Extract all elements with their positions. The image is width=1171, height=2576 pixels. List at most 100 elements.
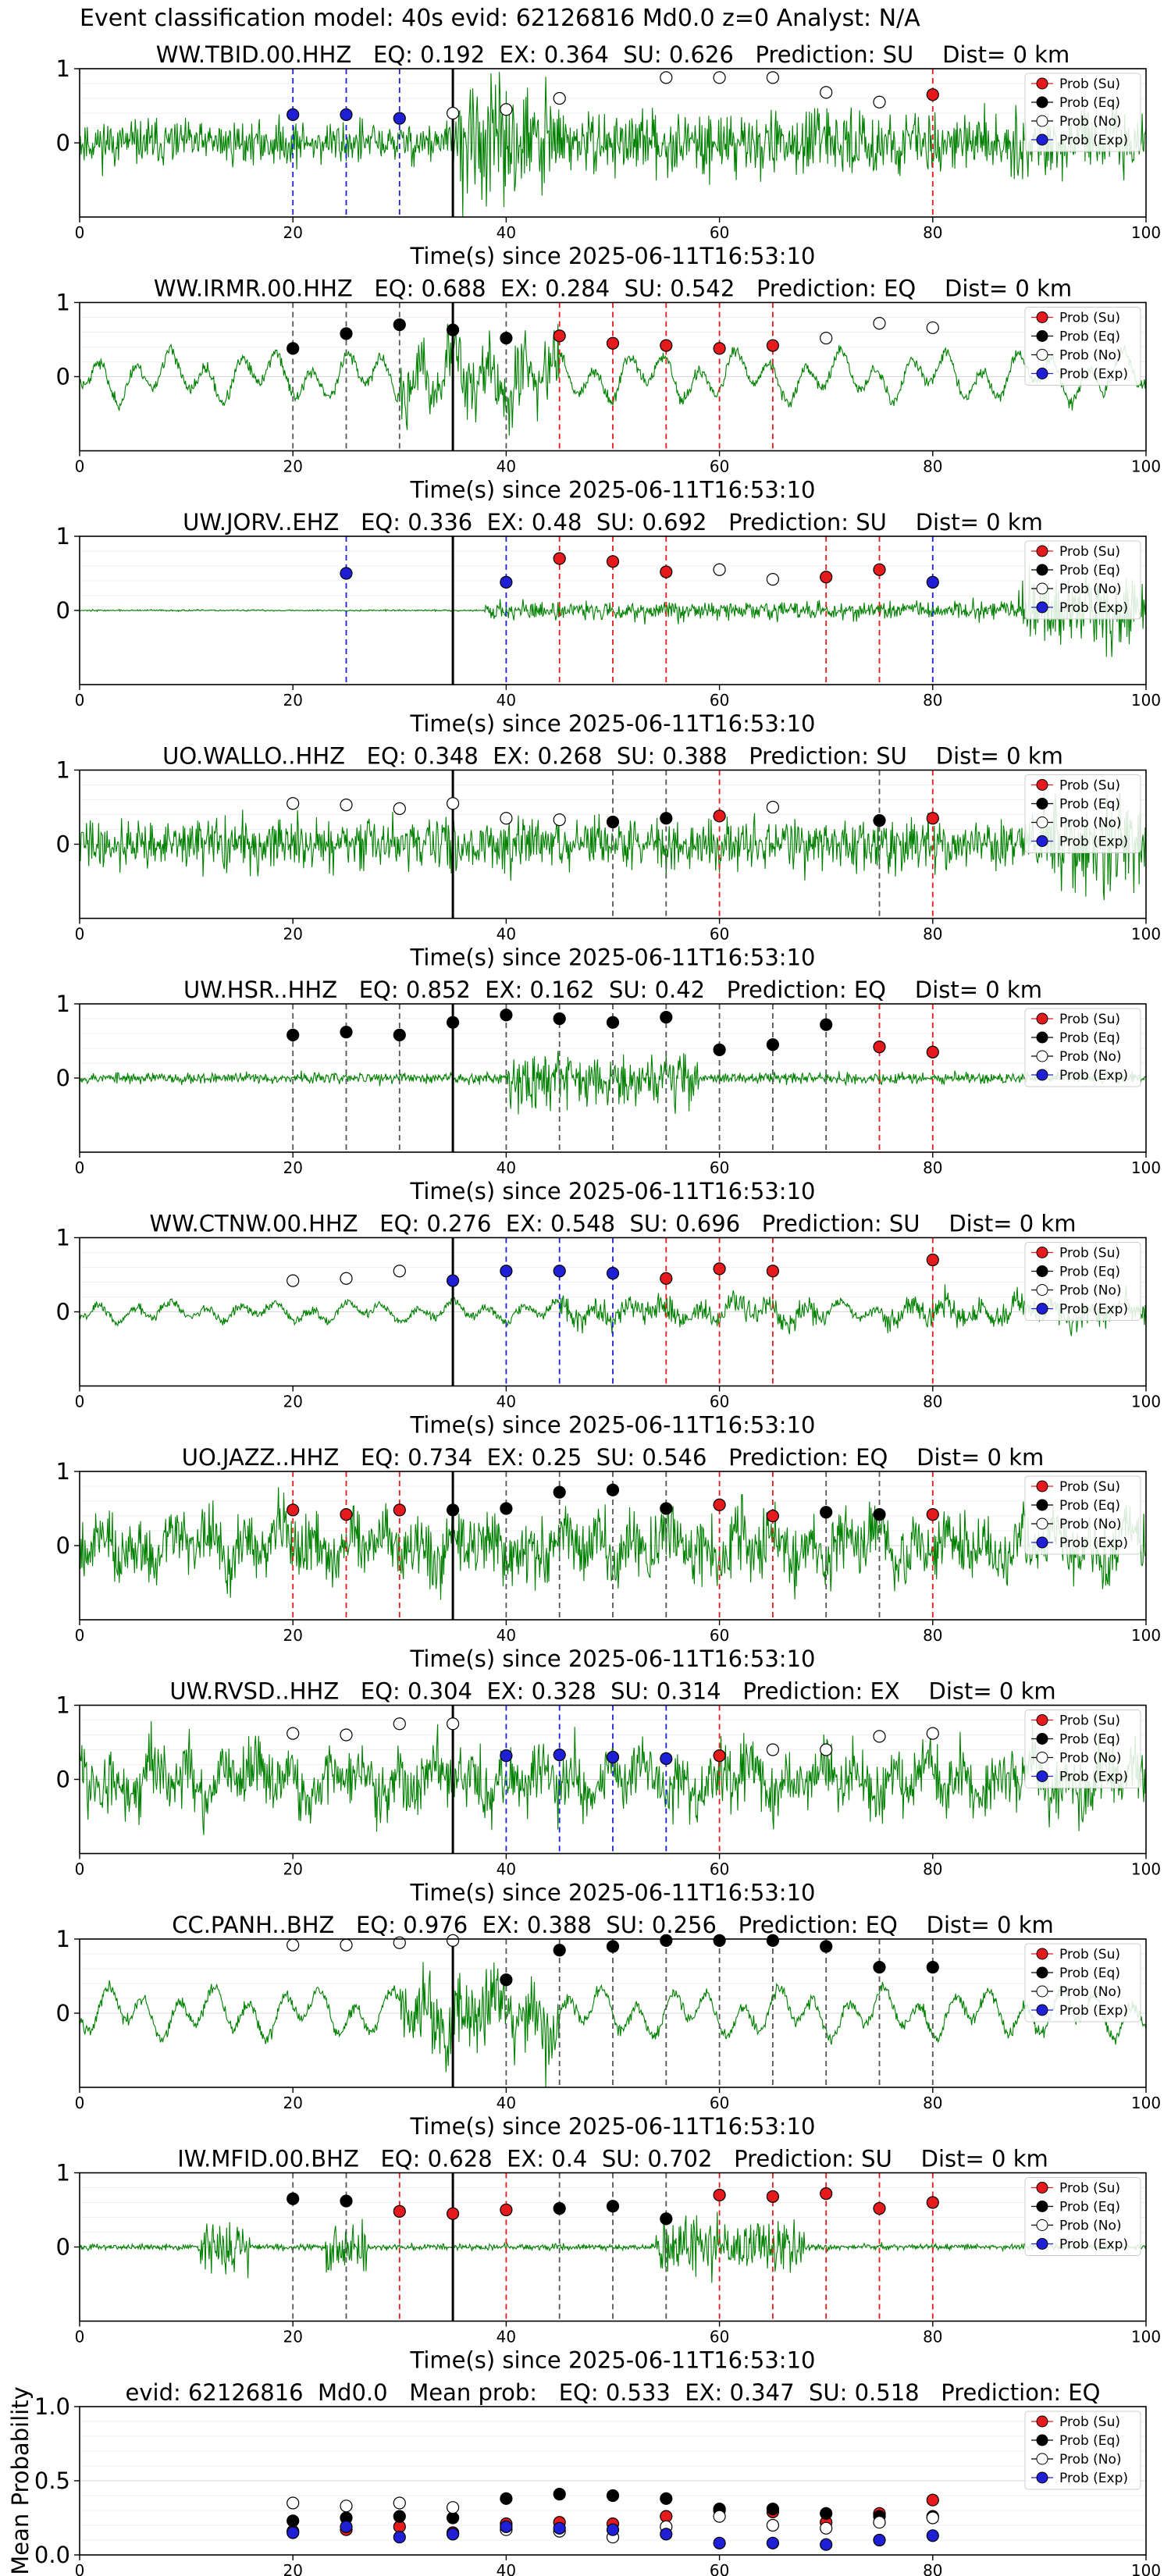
legend-marker-su (1036, 2182, 1048, 2194)
x-tick-label: 80 (923, 223, 942, 242)
y-tick-label: 0 (56, 831, 70, 858)
legend-label-exp: Prob (Exp) (1059, 2471, 1128, 2486)
prob-point-su (926, 2196, 939, 2209)
prob-point-su (820, 571, 833, 584)
prob-point-no (660, 71, 673, 84)
prob-point-eq (660, 1010, 673, 1024)
x-tick-label: 0 (75, 1860, 85, 1879)
prob-point-no (500, 103, 513, 116)
legend-label-no: Prob (No) (1059, 816, 1122, 831)
legend: Prob (Su) Prob (Eq) Prob (No) Prob (Exp) (1024, 540, 1141, 620)
legend-marker-eq (1036, 1265, 1048, 1277)
legend-marker-no (1036, 582, 1048, 595)
prob-point-eq (553, 1012, 566, 1026)
x-tick-label: 40 (497, 223, 516, 242)
mean-point-eq (393, 2510, 406, 2523)
y-tick-label: 1 (56, 290, 70, 316)
legend-label-eq: Prob (Eq) (1059, 329, 1120, 345)
mean-point-eq (766, 2503, 780, 2516)
mean-point-eq (820, 2507, 833, 2520)
prob-point-su (340, 1507, 353, 1521)
panel-title: UW.JORV..EHZ EQ: 0.336 EX: 0.48 SU: 0.69… (183, 509, 1043, 535)
prob-point-no (287, 1938, 300, 1952)
legend-label-exp: Prob (Exp) (1059, 1535, 1128, 1551)
y-tick-label: 1 (56, 1926, 70, 1952)
x-tick-label: 40 (497, 1860, 516, 1879)
x-tick-label: 80 (923, 2561, 942, 2576)
legend-marker-exp (1036, 1770, 1048, 1782)
x-tick-label: 40 (497, 1158, 516, 1177)
x-tick-label: 60 (710, 2328, 729, 2347)
panel-title: WW.IRMR.00.HHZ EQ: 0.688 EX: 0.284 SU: 0… (154, 276, 1072, 302)
x-tick-label: 40 (497, 2094, 516, 2112)
prob-point-eq (446, 1503, 460, 1517)
prob-point-eq (340, 1025, 353, 1039)
prob-point-eq (553, 1944, 566, 1957)
mean-point-exp (340, 2520, 353, 2533)
y-tick-label: 0 (56, 130, 70, 156)
station-panel-6: 0 20 40 60 80 100 0 1 WW.CTNW.00.HHZ EQ: 0.276 E… (56, 1211, 1162, 1439)
mean-point-exp (446, 2528, 460, 2541)
legend-label-eq: Prob (Eq) (1059, 2200, 1120, 2215)
x-tick-label: 60 (710, 691, 729, 710)
mean-point-eq (287, 2514, 300, 2528)
legend-marker-exp (1036, 601, 1048, 614)
x-tick-label: 80 (923, 1158, 942, 1177)
prob-point-su (393, 1503, 406, 1517)
legend-marker-eq (1036, 330, 1048, 342)
seismogram-trace (80, 565, 1146, 657)
prob-point-exp (287, 108, 300, 121)
legend-marker-su (1036, 1012, 1048, 1025)
prob-point-eq (606, 1483, 620, 1496)
legend-label-no: Prob (No) (1059, 1984, 1122, 2000)
x-axis-label: Time(s) since 2025-06-11T16:53:10 (410, 1880, 816, 1906)
prob-point-su (766, 339, 780, 352)
legend-marker-eq (1036, 1031, 1048, 1044)
prob-point-su (766, 2190, 780, 2203)
x-axis-label: Time(s) since 2025-06-11T16:53:10 (410, 710, 816, 737)
legend-frame (1024, 73, 1141, 152)
x-tick-label: 0 (75, 2561, 85, 2576)
legend-label-su: Prob (Su) (1059, 778, 1120, 794)
legend-label-exp: Prob (Exp) (1059, 1770, 1128, 1785)
x-tick-label: 100 (1131, 691, 1161, 710)
x-tick-label: 80 (923, 1626, 942, 1645)
prob-point-su (713, 2188, 726, 2202)
legend-marker-su (1036, 2415, 1048, 2428)
x-tick-label: 0 (75, 2328, 85, 2347)
x-tick-label: 100 (1131, 2094, 1161, 2112)
legend-marker-eq (1036, 1966, 1048, 1979)
x-tick-label: 20 (283, 925, 302, 944)
station-panel-1: 0 20 40 60 80 100 0 1 WW.TBID.00.HHZ EQ: 0.192 E… (56, 41, 1162, 269)
prob-point-eq (606, 815, 620, 829)
legend-label-su: Prob (Su) (1059, 2181, 1120, 2197)
legend-marker-su (1036, 779, 1048, 791)
prob-point-eq (873, 1507, 886, 1521)
x-tick-label: 100 (1131, 1860, 1161, 1879)
legend-marker-eq (1036, 96, 1048, 109)
station-panel-5: 0 20 40 60 80 100 0 1 UW.HSR..HHZ EQ: 0.852 EX: … (56, 977, 1162, 1204)
legend-label-eq: Prob (Eq) (1059, 1732, 1120, 1748)
x-tick-label: 100 (1131, 2561, 1161, 2576)
legend: Prob (Su) Prob (Eq) Prob (No) Prob (Exp) (1024, 1710, 1141, 1788)
legend-marker-su (1036, 1480, 1048, 1493)
x-tick-label: 60 (710, 1860, 729, 1879)
prob-point-eq (926, 1961, 939, 1974)
legend: Prob (Su) Prob (Eq) Prob (No) Prob (Exp) (1024, 2177, 1141, 2256)
legend-frame (1024, 1475, 1141, 1555)
legend-marker-su (1036, 77, 1048, 90)
mean-point-exp (660, 2528, 673, 2541)
prob-point-eq (873, 1961, 886, 1974)
legend: Prob (Su) Prob (Eq) Prob (No) Prob (Exp) (1024, 73, 1141, 152)
legend-marker-exp (1036, 133, 1048, 146)
prob-point-su (926, 1507, 939, 1521)
y-tick-label: 1.0 (34, 2393, 70, 2420)
mean-point-no (873, 2516, 886, 2529)
prob-point-eq (340, 2194, 353, 2208)
prob-point-no (340, 1938, 353, 1952)
y-tick-label: 1 (56, 757, 70, 784)
y-tick-label: 0 (56, 2000, 70, 2026)
prob-point-eq (606, 2200, 620, 2213)
legend-marker-su (1036, 1948, 1048, 1960)
